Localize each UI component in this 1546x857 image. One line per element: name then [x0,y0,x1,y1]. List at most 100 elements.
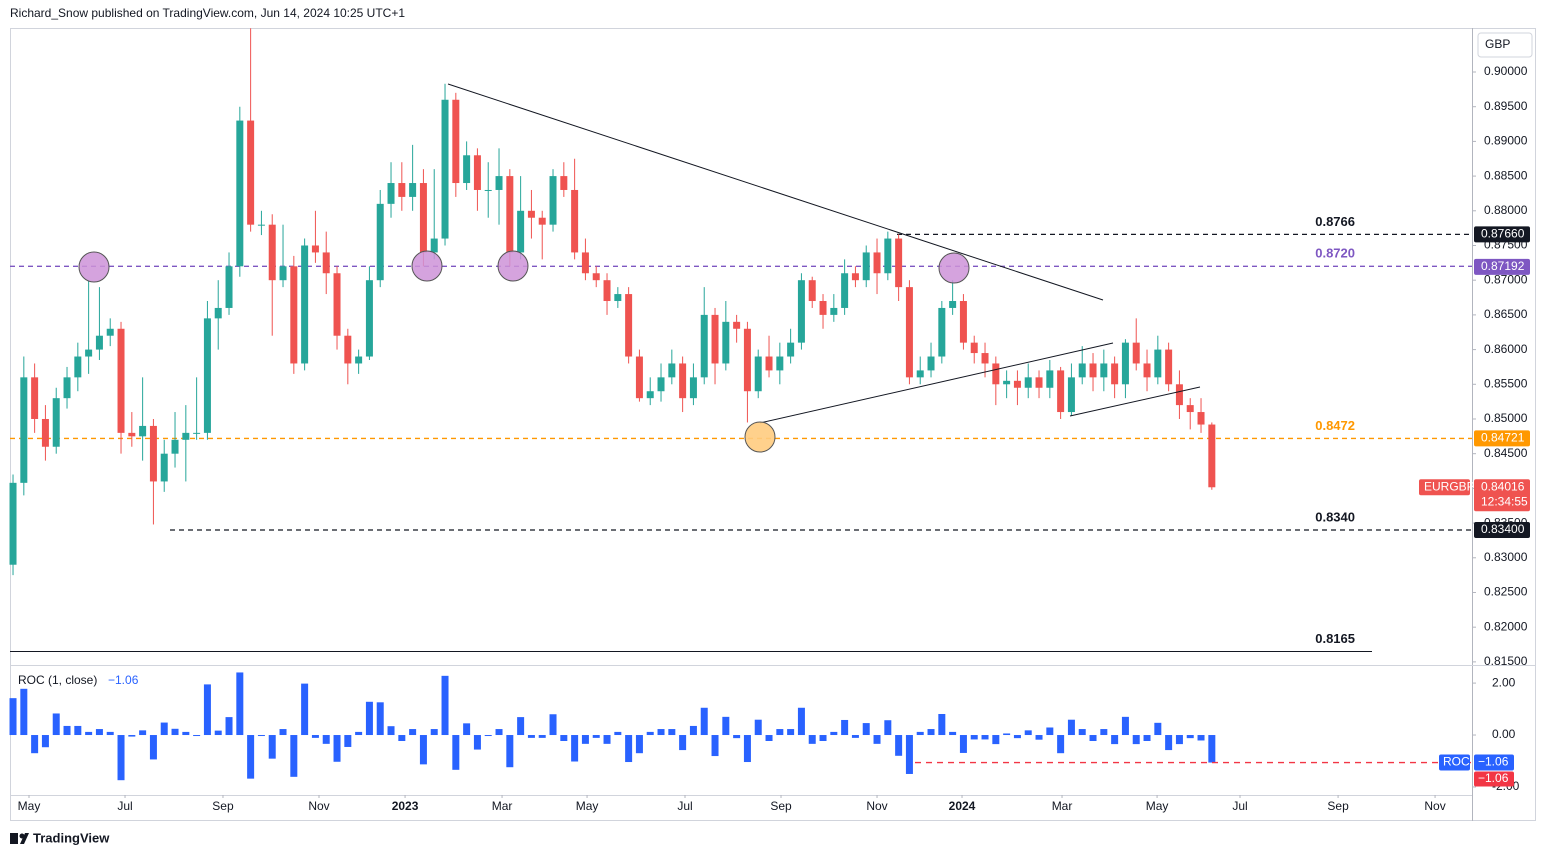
x-tick-label: May [18,799,41,813]
candle-body [268,224,276,281]
candle-body [63,377,71,399]
candle-body [668,363,676,378]
roc-bar [171,728,179,736]
roc-bar [1078,729,1086,736]
roc-bar [538,735,546,738]
candle-body [635,356,643,399]
roc-bar [355,731,363,736]
roc-bar [743,735,751,763]
roc-bar [74,725,82,736]
roc-bar [344,735,352,747]
candle-body [214,307,222,319]
candle-body [1046,370,1054,388]
roc-bar [603,735,611,744]
roc-bar [1121,716,1129,736]
candle-body [301,245,309,364]
roc-bar [63,725,71,736]
candle-body [203,318,211,433]
candle-body [484,189,492,191]
roc-bar [668,729,676,736]
roc-bar [1057,735,1065,754]
roc-bar [581,735,589,744]
roc-bar [20,688,28,736]
roc-bar [376,702,384,736]
y-tick-label: 0.86500 [1484,307,1528,321]
candle-body [970,342,978,354]
frame [10,28,1536,821]
candle-body [1057,370,1065,413]
roc-bar [301,683,309,736]
roc-bar [106,731,114,736]
candle-body [592,273,600,281]
candle-body [916,370,924,378]
roc-bar [1175,735,1183,745]
candle-body [139,425,147,437]
roc-bar [463,723,471,736]
roc-bar [290,735,298,777]
roc-bar [85,731,93,736]
candle-body [560,176,568,190]
x-tick-label: Jul [1232,799,1247,813]
level-label: 0.8165 [1315,631,1355,646]
roc-bar [657,729,665,736]
x-tick-label: Sep [212,799,234,813]
roc-bar [430,729,438,736]
roc-bar [689,725,697,736]
candle-body [430,238,438,253]
roc-bar [614,731,622,736]
price-badge [1474,430,1530,447]
roc-bar [139,730,147,736]
candle-body [236,120,244,267]
roc-bar [1165,735,1173,751]
roc-bar [851,735,859,738]
candle-body [625,294,633,357]
logo: TradingView [10,830,110,845]
y-tick-label: 0.90000 [1484,64,1528,78]
roc-bar [592,735,600,738]
roc-bar [722,716,730,736]
roc-bar [754,719,762,736]
candle-body [841,273,849,308]
candle-body [257,224,265,226]
currency-box[interactable] [1477,32,1533,58]
price-badge-label: 0.83400 [1481,522,1525,536]
x-tick-label: Nov [1424,799,1445,813]
roc-bar [711,735,719,757]
candle-body [905,287,913,378]
roc-bar [322,735,330,744]
level-label: 0.8766 [1315,214,1355,229]
badges: 0.87660 0.87192 0.84721 0.83400 0.8401612:34… [1419,226,1530,787]
candle-body [506,176,514,253]
candle-body [95,335,103,350]
candle-body [1111,363,1119,385]
roc-bar [182,731,190,736]
roc-bar [1013,735,1021,739]
x-tick-label: May [1146,799,1169,813]
y-tick-label: 0.87000 [1484,272,1528,286]
candle-body [1100,363,1108,378]
roc-bar [776,729,784,736]
candle-body [473,155,481,190]
candle-body [182,432,190,440]
candle-body [689,377,697,399]
symbol: EURGBP [1424,479,1475,493]
roc-bar [128,735,136,737]
candle-body [733,321,741,329]
drawings [78,83,1201,453]
roc-value: −1.06 [108,673,139,687]
roc-bar [1046,727,1054,736]
roc-bar [938,713,946,736]
roc-bar [495,729,503,736]
roc-bar [830,731,838,736]
candle-body [160,453,168,482]
candle-body [614,294,622,302]
roc-bar [365,701,373,736]
y-tick-label: 0.85500 [1484,376,1528,390]
currency: GBP [1485,37,1510,51]
candle-body [981,353,989,364]
price-badge-label: 0.84721 [1481,431,1525,445]
last-price-label: 0.84016 [1481,479,1525,493]
roc-name: ROC [1443,755,1470,769]
candle-body [549,176,557,225]
